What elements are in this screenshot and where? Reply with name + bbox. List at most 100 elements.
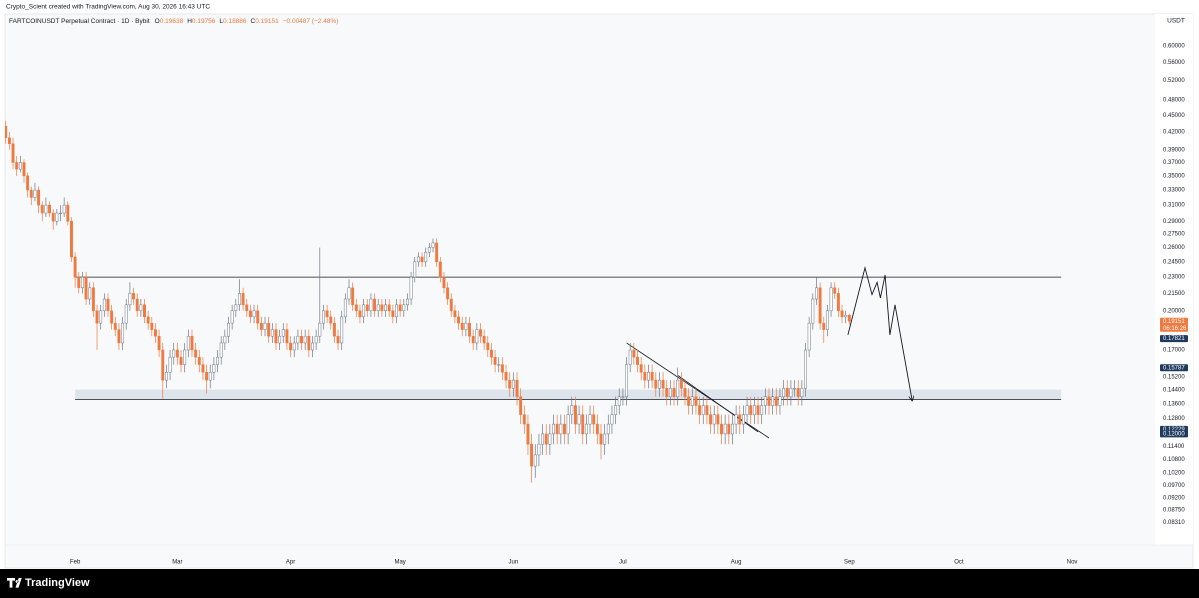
candle-body (84, 276, 88, 300)
candle-body (336, 335, 340, 344)
candle-body (296, 335, 300, 344)
candle-body (840, 310, 844, 318)
candle-body (435, 242, 439, 263)
candle-body (289, 342, 293, 351)
candle-body (804, 349, 807, 389)
candle-body (727, 423, 731, 435)
candle-body (245, 304, 249, 312)
candle-body (460, 322, 464, 330)
candle-body (698, 405, 702, 415)
y-tick-label: 0.09200 (1163, 496, 1185, 502)
candle-body (62, 204, 66, 214)
candle-body (55, 212, 59, 222)
ohlc-value: 0.19638 (160, 18, 184, 25)
candle-body (552, 423, 555, 435)
candle-body (175, 349, 179, 358)
candle-body (208, 371, 212, 381)
candle-body (701, 405, 705, 415)
candle-body (5, 126, 8, 138)
candle-body (639, 364, 643, 373)
candle-body (559, 423, 563, 435)
candle-body (497, 364, 501, 366)
candle-body (132, 293, 135, 300)
y-tick-label: 0.27500 (1163, 232, 1185, 238)
candle-body (555, 423, 559, 435)
price-label: 0.12000 (1163, 432, 1185, 438)
y-tick-label: 0.26000 (1163, 245, 1185, 251)
candle-body (117, 329, 121, 344)
candle-body (617, 396, 621, 406)
candle-body (325, 310, 329, 318)
candle-body (533, 454, 537, 467)
candle-body (741, 414, 745, 425)
y-tick-label: 0.15200 (1163, 375, 1185, 381)
candle-body (716, 414, 720, 425)
candle-body (110, 310, 114, 324)
candle-body (332, 322, 336, 337)
price-label: 0.12229 (1163, 427, 1185, 433)
x-tick-label: Jul (619, 560, 627, 566)
candle-body (526, 423, 530, 445)
candle-body (73, 256, 77, 278)
ohlc-value: 0.19151 (255, 18, 279, 25)
y-tick-label: 0.45000 (1163, 113, 1185, 119)
price-label: 0.17821 (1163, 336, 1185, 342)
candle-body (190, 335, 194, 351)
candle-body (471, 335, 475, 344)
candle-body (99, 310, 103, 324)
candle-body (650, 371, 654, 381)
candle-body (391, 310, 395, 318)
candle-body (40, 204, 44, 214)
candle-body (219, 342, 223, 358)
candle-body (661, 379, 665, 389)
ohlc-label: C (251, 18, 256, 25)
candle-body (164, 371, 168, 381)
candle-body (427, 247, 431, 253)
candle-body (647, 371, 650, 381)
candle-body (398, 304, 402, 312)
candle-body (241, 293, 245, 306)
candle-body (771, 396, 775, 406)
x-tick-label: Oct (954, 560, 964, 566)
candle-body (168, 356, 172, 373)
axes: 0.60000 0.56000 0.52000 0.48000 0.45000 0.420… (70, 44, 1188, 566)
y-tick-label: 0.08750 (1163, 508, 1185, 514)
x-tick-label: Sep (844, 560, 855, 566)
candle-body (811, 298, 815, 324)
candle-body (161, 349, 165, 381)
candle-body (179, 356, 183, 365)
candle-body (595, 423, 599, 435)
y-tick-label: 0.37000 (1163, 160, 1185, 166)
candle-body (530, 443, 534, 467)
candle-body (33, 189, 37, 198)
symbol-header: FARTCOINUSDT Perpetual Contract · 1D · B… (9, 18, 338, 25)
candle-body (347, 287, 351, 300)
candle-body (763, 396, 767, 406)
ohlc-value: 0.19756 (192, 18, 216, 25)
candle-body (22, 162, 26, 177)
y-tick-label: 0.48000 (1163, 97, 1185, 103)
candle-body (402, 304, 406, 312)
candle-body (544, 433, 548, 445)
candle-body (274, 329, 278, 344)
candle-body (384, 304, 387, 312)
candle-body (687, 396, 691, 406)
candle-body (442, 276, 446, 289)
candle-body (822, 322, 826, 330)
candle-body (709, 414, 713, 425)
candle-body (782, 388, 786, 398)
candle-body (230, 310, 234, 324)
candle-body (584, 423, 588, 435)
candle-body (581, 414, 585, 435)
x-tick-label: Jun (509, 560, 519, 566)
candle-body (70, 220, 73, 258)
y-tick-label: 0.60000 (1163, 44, 1185, 50)
candle-body (194, 349, 198, 358)
y-tick-label: 0.23000 (1163, 275, 1185, 281)
ohlc-value: 0.18886 (223, 18, 247, 25)
candle-body (588, 414, 592, 425)
candle-body (749, 405, 753, 415)
y-tick-label: 0.35000 (1163, 173, 1185, 179)
plot-area (5, 120, 1062, 483)
candle-body (369, 298, 373, 312)
